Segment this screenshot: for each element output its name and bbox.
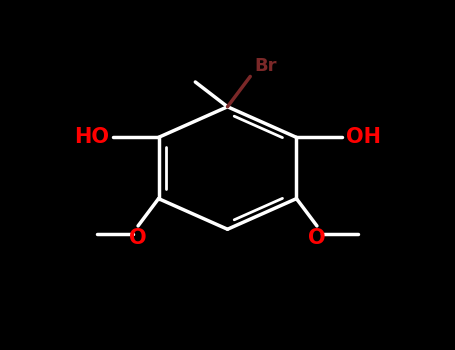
Text: OH: OH bbox=[346, 127, 380, 147]
Text: HO: HO bbox=[75, 127, 109, 147]
Text: O: O bbox=[308, 228, 326, 248]
Text: O: O bbox=[129, 228, 147, 248]
Text: Br: Br bbox=[254, 57, 276, 75]
